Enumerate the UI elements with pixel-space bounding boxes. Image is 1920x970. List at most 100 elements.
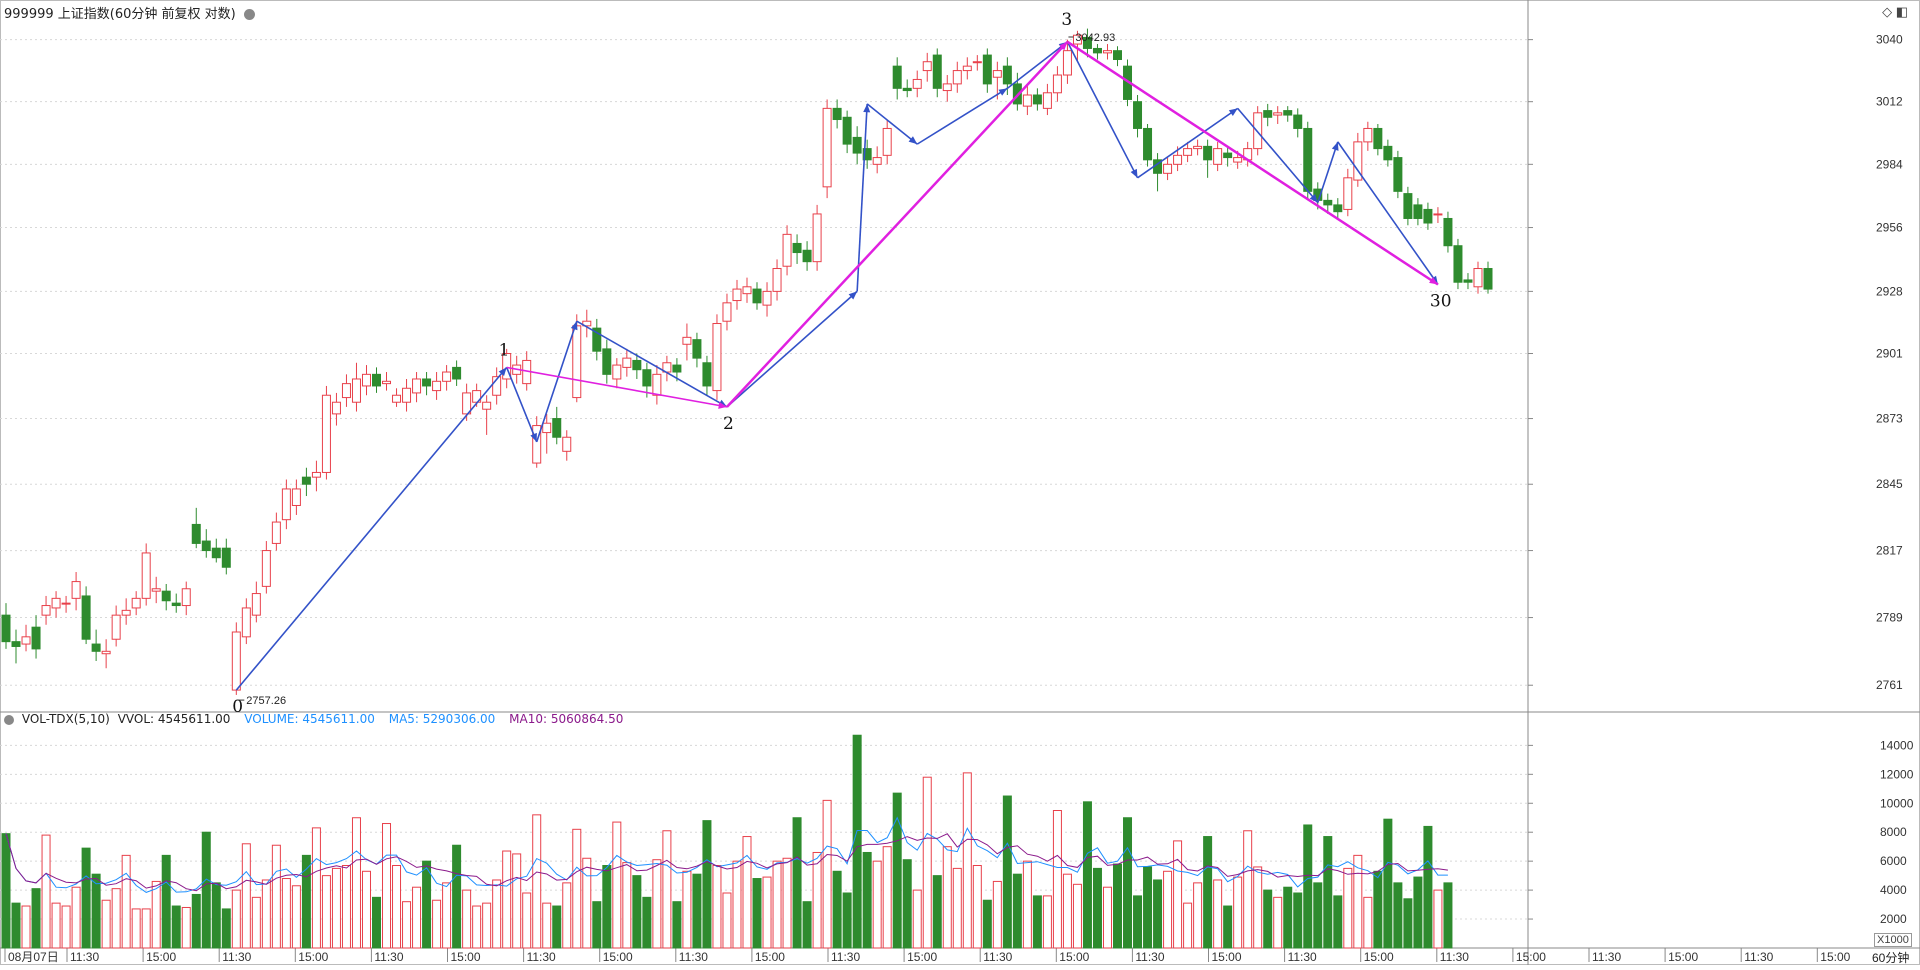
candle-body [361, 373, 371, 387]
candle-body [752, 288, 762, 304]
volume-bar [1283, 886, 1293, 949]
volume-bar [522, 892, 532, 949]
time-tick-label: 11:30 [1592, 950, 1621, 964]
volume-tick-label: 2000 [1880, 912, 1907, 926]
candle-body [61, 602, 71, 605]
volume-bar [832, 870, 842, 949]
candle-body [1092, 47, 1102, 54]
volume-bar [1082, 801, 1092, 949]
candle-body [1353, 141, 1363, 181]
candle-body [1163, 163, 1173, 174]
volume-bar [402, 901, 412, 949]
candle-body [101, 650, 111, 655]
volume-unit-label: X1000 [1874, 933, 1912, 947]
trend-arrowhead [718, 401, 727, 409]
chevron-down-icon[interactable] [243, 9, 255, 20]
volume-bar [672, 901, 682, 949]
volume-bar [1002, 795, 1012, 949]
price-tick-label: 2845 [1876, 477, 1903, 491]
volume-bar [1012, 873, 1022, 949]
candle-body [41, 605, 51, 616]
candle-body [1082, 36, 1092, 49]
volume-bar [161, 854, 171, 949]
vol-indicator-name: VOL-TDX(5,10) [21, 712, 110, 726]
candle-body [922, 61, 932, 72]
candle-body [301, 476, 311, 485]
price-tick-label: 2984 [1876, 157, 1903, 171]
volume-bar [21, 905, 31, 949]
volume-bar [752, 878, 762, 949]
trend-arrowhead [1228, 108, 1238, 116]
volume-bar [572, 828, 582, 949]
candle-body [81, 595, 91, 640]
volume-bar [331, 867, 341, 949]
candle-body [11, 641, 21, 647]
candle-body [452, 366, 462, 380]
candle-body [842, 116, 852, 145]
candle-body [261, 550, 271, 587]
candle-body [722, 302, 732, 322]
candle-body [1333, 204, 1343, 213]
volume-bar [852, 734, 862, 949]
candle-body [1373, 127, 1383, 150]
volume-tick-label: 4000 [1880, 883, 1907, 897]
extreme-value-label: 3042.93 [1075, 32, 1115, 44]
volume-bar [592, 901, 602, 949]
time-tick-label: 11:30 [1135, 950, 1164, 964]
candle-body [201, 540, 211, 552]
panel-toggle-icon[interactable]: ◧ [1895, 4, 1908, 19]
volume-bar [372, 896, 381, 949]
candle-body [702, 362, 712, 387]
trend-arrowhead [530, 432, 537, 442]
volume-bar [622, 862, 632, 949]
volume-bar [732, 860, 742, 949]
candle-body [1273, 112, 1283, 116]
candle-body [852, 136, 862, 154]
trend-line-segment [505, 367, 538, 443]
trend-arrowhead [848, 291, 858, 300]
time-tick-label: 15:00 [907, 950, 937, 964]
candle-body [942, 83, 952, 92]
volume-bar [101, 899, 111, 949]
candle-body [562, 436, 572, 452]
time-tick-label: 11:30 [983, 950, 1012, 964]
candle-body [1032, 94, 1042, 105]
volume-bar [41, 834, 51, 949]
volume-bar [1193, 882, 1203, 949]
candle-body [21, 636, 31, 645]
candle-body [1443, 217, 1453, 247]
volume-bar [221, 908, 231, 949]
volume-tick-label: 8000 [1880, 825, 1907, 839]
candle-body [592, 327, 602, 352]
candle-body [672, 364, 682, 373]
volume-bar [211, 882, 221, 949]
volume-bar [361, 870, 371, 949]
trend-line-segment [856, 103, 868, 292]
volume-bar [61, 905, 71, 949]
volume-bar [692, 873, 702, 949]
volume-bar [271, 844, 281, 949]
candle-body [742, 286, 752, 295]
chart-title-text: 999999 上证指数(60分钟 前复权 对数) [4, 7, 236, 22]
diamond-icon[interactable]: ◇ [1882, 4, 1893, 19]
vol-volume: VOLUME: 4545611.00 [244, 712, 375, 726]
candle-body [341, 383, 351, 399]
candle-body [1173, 154, 1183, 165]
volume-bar [762, 876, 772, 949]
period-label[interactable]: 60分钟 [1872, 951, 1910, 965]
time-tick-label: 15:00 [603, 950, 633, 964]
chevron-down-icon[interactable] [4, 714, 14, 725]
price-tick-label: 2761 [1876, 678, 1903, 692]
volume-bar [261, 879, 271, 949]
volume-bar [1383, 818, 1393, 949]
candle-body [1183, 148, 1193, 156]
volume-bar [1223, 905, 1233, 949]
volume-bar [792, 817, 802, 949]
candle-body [171, 602, 181, 607]
volume-bar [191, 893, 201, 949]
volume-bar [912, 889, 922, 949]
candle-body [612, 364, 622, 380]
candle-body [251, 593, 261, 616]
volume-bar [81, 847, 91, 949]
volume-bar [962, 772, 972, 949]
